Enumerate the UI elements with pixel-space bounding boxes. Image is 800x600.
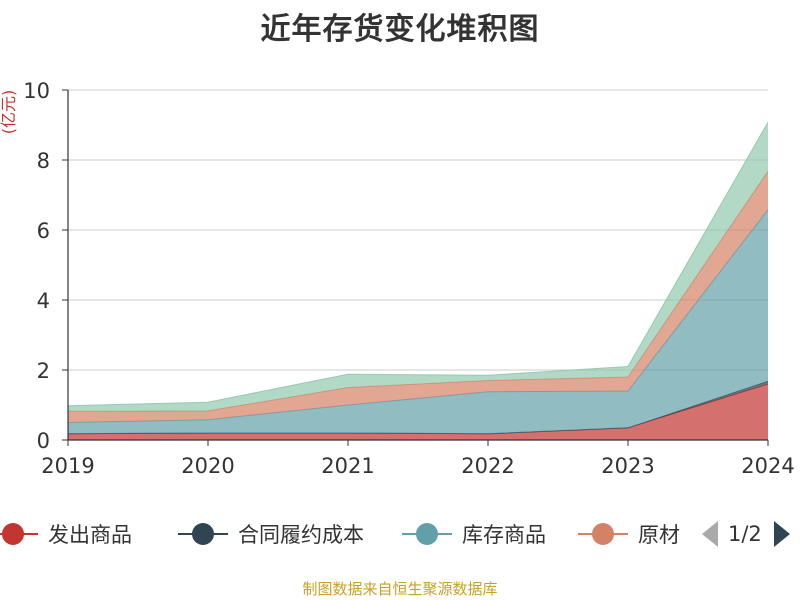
legend-marker-icon <box>178 523 228 545</box>
y-tick-label: 10 <box>23 79 50 103</box>
x-tick-label: 2023 <box>601 454 654 478</box>
legend-marker-icon <box>578 523 628 545</box>
x-tick-label: 2022 <box>461 454 514 478</box>
y-tick-label: 0 <box>37 429 50 453</box>
y-tick-label: 2 <box>37 359 50 383</box>
y-tick-label: 8 <box>37 149 50 173</box>
chart-title: 近年存货变化堆积图 <box>260 12 540 47</box>
y-axis-label: (亿元) <box>0 90 18 135</box>
pager-next-icon[interactable] <box>772 519 792 549</box>
legend: 发出商品 合同履约成本 库存商品 原材 1/2 <box>0 514 800 554</box>
legend-items: 发出商品 合同履约成本 库存商品 原材 <box>0 514 686 554</box>
pager-prev-icon[interactable] <box>700 519 720 549</box>
x-tick-label: 2024 <box>741 454 794 478</box>
legend-item-1[interactable]: 发出商品 <box>0 514 132 554</box>
x-tick-label: 2019 <box>41 454 94 478</box>
legend-item-4[interactable]: 原材 <box>578 514 680 554</box>
legend-marker-icon <box>402 523 452 545</box>
legend-item-2[interactable]: 合同履约成本 <box>178 514 364 554</box>
legend-pager: 1/2 <box>700 514 800 554</box>
y-tick-label: 6 <box>37 219 50 243</box>
legend-marker-icon <box>0 523 38 545</box>
pager-page-label: 1/2 <box>728 522 762 546</box>
legend-label: 库存商品 <box>462 523 546 547</box>
x-tick-label: 2021 <box>321 454 374 478</box>
legend-label: 原材 <box>638 523 680 547</box>
x-tick-label: 2020 <box>181 454 234 478</box>
y-tick-label: 4 <box>37 289 50 313</box>
legend-label: 发出商品 <box>48 523 132 547</box>
legend-label: 合同履约成本 <box>238 523 364 547</box>
legend-item-3[interactable]: 库存商品 <box>402 514 546 554</box>
series-line-5 <box>67 121 769 407</box>
series-area-1 <box>68 384 768 440</box>
chart-area: 0 2 4 6 8 10 2019 2020 2021 2022 2023 2024 (亿元) <box>0 79 795 478</box>
data-source-footer: 制图数据来自恒生聚源数据库 <box>302 580 498 598</box>
